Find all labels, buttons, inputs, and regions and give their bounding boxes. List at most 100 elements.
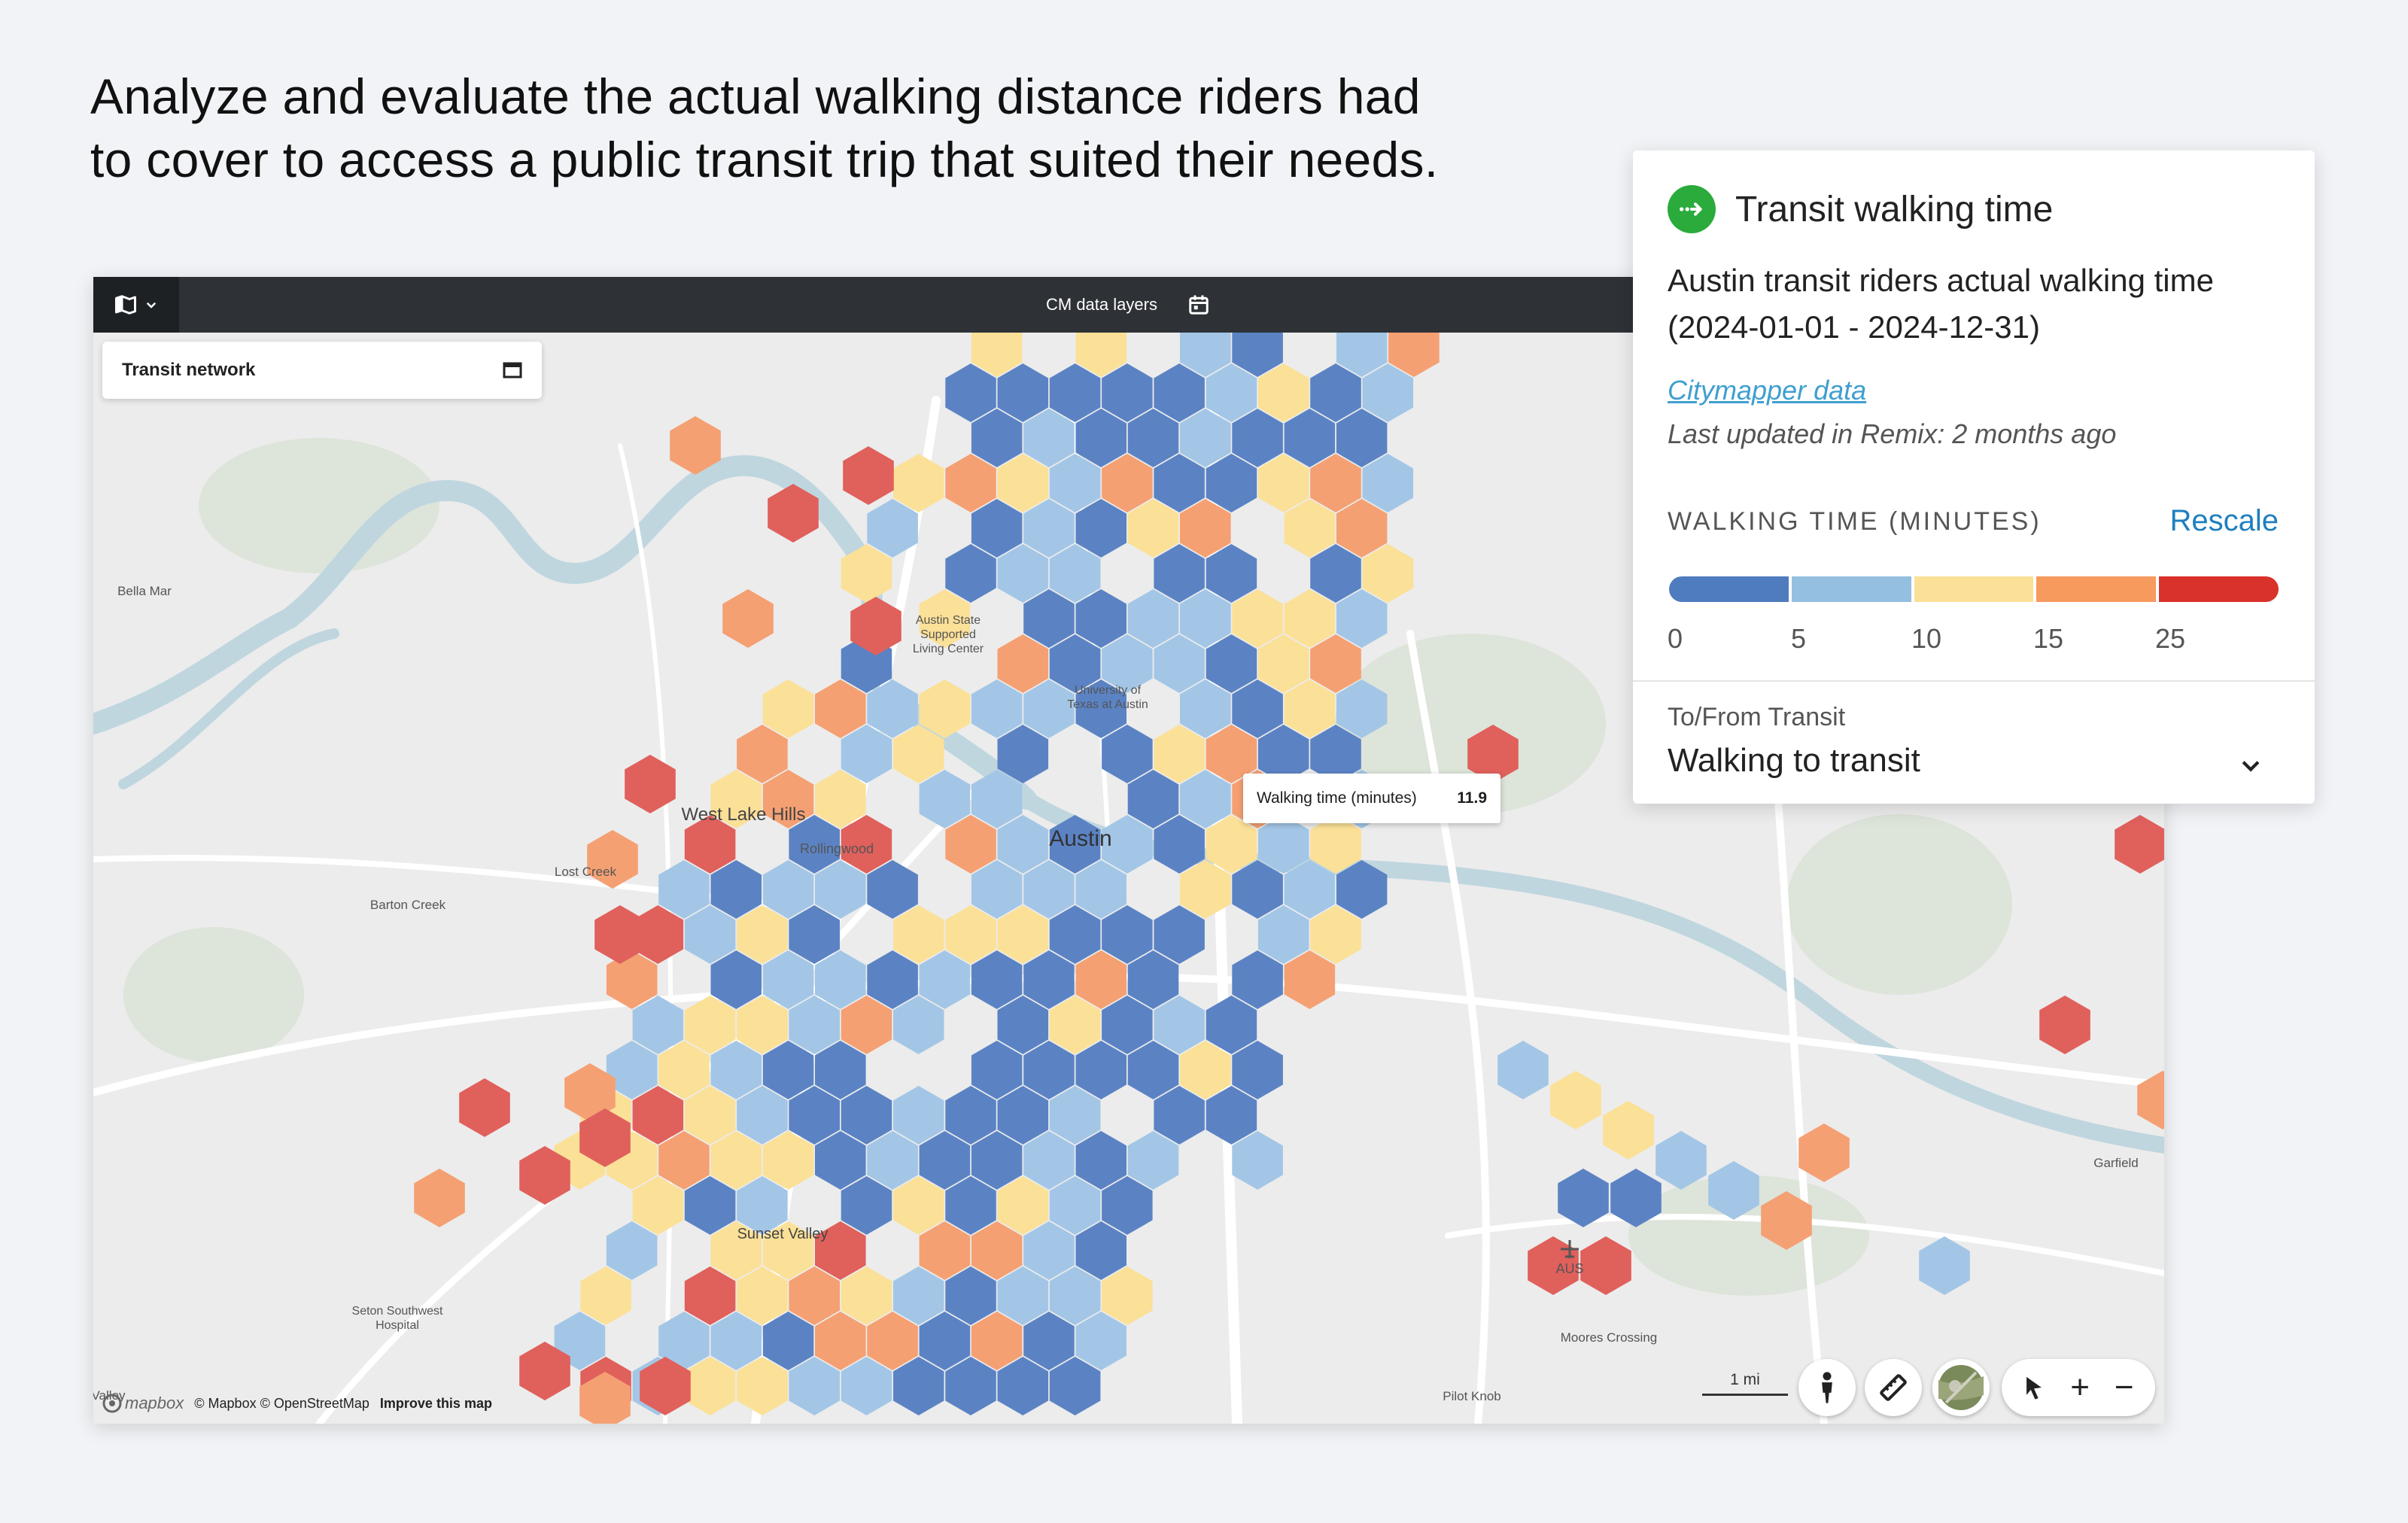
hex-cell[interactable] [1075, 1131, 1127, 1190]
hex-cell[interactable] [632, 996, 684, 1054]
hex-cell[interactable] [1127, 409, 1179, 467]
hex-cell[interactable] [841, 725, 892, 783]
hex-cell[interactable] [1102, 1176, 1153, 1235]
data-source-link[interactable]: Citymapper data [1668, 375, 1867, 406]
hex-cell[interactable] [1023, 860, 1075, 919]
hex-cell[interactable] [893, 1357, 944, 1415]
hex-cell[interactable] [867, 499, 918, 558]
hex-cell[interactable] [1049, 454, 1101, 512]
hex-cell[interactable] [1206, 1086, 1257, 1145]
hex-cell[interactable] [815, 1131, 866, 1190]
hex-cell[interactable] [1580, 1236, 1631, 1295]
hex-cell[interactable] [762, 950, 814, 1009]
hex-cell[interactable] [971, 409, 1023, 467]
zoom-out-button[interactable]: − [2114, 1369, 2134, 1406]
hex-cell[interactable] [737, 905, 788, 964]
satellite-toggle-button[interactable] [1932, 1359, 1990, 1416]
hex-cell[interactable] [1336, 589, 1388, 648]
hex-cell[interactable] [1180, 589, 1231, 648]
hex-cell[interactable] [1127, 589, 1179, 648]
hex-cell[interactable] [1023, 950, 1075, 1009]
hex-cell[interactable] [867, 1312, 918, 1370]
hex-cell[interactable] [997, 1266, 1049, 1325]
hex-cell[interactable] [1154, 905, 1205, 964]
hex-cell[interactable] [815, 770, 866, 828]
hex-cell[interactable] [2039, 996, 2090, 1054]
map-canvas[interactable]: Bella Mar Austin State Supported Living … [93, 333, 2164, 1424]
mapbox-logo[interactable]: mapbox [102, 1394, 184, 1413]
hex-cell[interactable] [971, 1221, 1023, 1280]
hex-cell[interactable] [1180, 679, 1231, 738]
hex-cell[interactable] [1206, 725, 1257, 783]
hex-cell[interactable] [459, 1078, 510, 1137]
hex-cell[interactable] [1023, 1221, 1075, 1280]
hex-cell[interactable] [2137, 1071, 2164, 1129]
hex-cell[interactable] [997, 905, 1049, 964]
hex-cell[interactable] [1075, 589, 1127, 648]
hex-cell[interactable] [722, 589, 774, 648]
hex-cell[interactable] [594, 905, 646, 964]
hex-cell[interactable] [1102, 996, 1153, 1054]
direction-select[interactable]: Walking to transit [1668, 742, 1920, 779]
hex-cell[interactable] [762, 1221, 814, 1280]
hex-cell[interactable] [737, 725, 788, 783]
hex-cell[interactable] [867, 860, 918, 919]
hex-cell[interactable] [606, 950, 658, 1009]
hex-cell[interactable] [684, 1357, 736, 1415]
hex-cell[interactable] [710, 950, 762, 1009]
hex-cell[interactable] [841, 1176, 892, 1235]
hex-cell[interactable] [1127, 1131, 1179, 1190]
hex-cell[interactable] [1154, 1086, 1205, 1145]
hex-cell[interactable] [1049, 1086, 1101, 1145]
hex-cell[interactable] [710, 770, 762, 828]
hex-cell[interactable] [1049, 815, 1101, 874]
hex-cell[interactable] [1388, 333, 1440, 377]
hex-cell[interactable] [1310, 363, 1361, 422]
hex-cell[interactable] [1310, 544, 1361, 603]
hex-cell[interactable] [414, 1169, 465, 1227]
hex-cell[interactable] [1232, 409, 1283, 467]
hex-cell[interactable] [1362, 544, 1414, 603]
hex-cell[interactable] [710, 1131, 762, 1190]
hex-cell[interactable] [1023, 499, 1075, 558]
hex-cell[interactable] [997, 1176, 1049, 1235]
hex-cell[interactable] [1362, 363, 1414, 422]
hex-cell[interactable] [684, 905, 736, 964]
hex-cell[interactable] [1102, 1266, 1153, 1325]
hex-cell[interactable] [658, 1041, 710, 1099]
hex-cell[interactable] [737, 1357, 788, 1415]
hex-cell[interactable] [579, 1108, 631, 1167]
hex-cell[interactable] [919, 589, 971, 648]
hex-cell[interactable] [632, 1086, 684, 1145]
hex-cell[interactable] [893, 905, 944, 964]
hex-cell[interactable] [1075, 860, 1127, 919]
attribution-text[interactable]: © Mapbox © OpenStreetMap [194, 1395, 369, 1411]
hex-cell[interactable] [762, 770, 814, 828]
hex-cell[interactable] [971, 499, 1023, 558]
hex-cell[interactable] [1761, 1191, 1812, 1250]
hex-cell[interactable] [1284, 589, 1336, 648]
measure-button[interactable] [1865, 1359, 1922, 1416]
hex-cell[interactable] [684, 996, 736, 1054]
hex-cell[interactable] [1049, 363, 1101, 422]
hex-cell[interactable] [997, 1086, 1049, 1145]
hex-cell[interactable] [1102, 815, 1153, 874]
hex-cell[interactable] [1023, 1041, 1075, 1099]
hex-cell[interactable] [1049, 544, 1101, 603]
hex-cell[interactable] [1154, 996, 1205, 1054]
hex-cell[interactable] [1310, 725, 1361, 783]
hex-cell[interactable] [1154, 634, 1205, 693]
hex-cell[interactable] [945, 1357, 996, 1415]
window-icon[interactable] [503, 362, 522, 378]
hex-cell[interactable] [945, 363, 996, 422]
hex-cell[interactable] [1180, 333, 1231, 377]
hex-cell[interactable] [1528, 1236, 1579, 1295]
hex-cell[interactable] [1102, 905, 1153, 964]
hex-cell[interactable] [1257, 634, 1309, 693]
hex-cell[interactable] [768, 484, 819, 543]
hex-cell[interactable] [737, 1176, 788, 1235]
hex-cell[interactable] [579, 1372, 631, 1424]
hex-cell[interactable] [1127, 950, 1179, 1009]
hex-cell[interactable] [625, 755, 676, 813]
hex-cell[interactable] [1180, 1041, 1231, 1099]
